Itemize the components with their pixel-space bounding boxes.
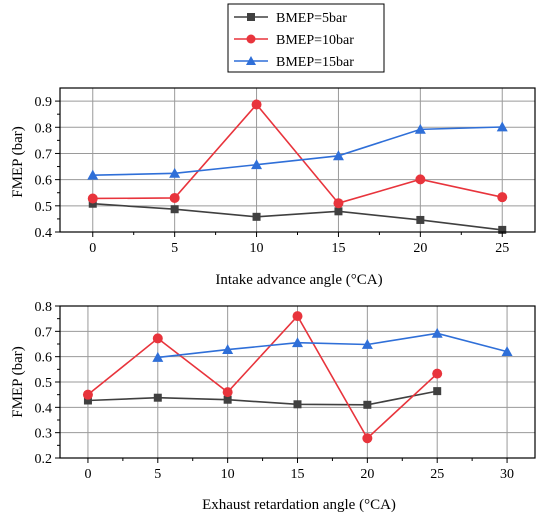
series-bottom bbox=[82, 311, 513, 444]
data-point-bmep-10bar bbox=[169, 192, 180, 203]
data-point-bmep-10bar bbox=[292, 311, 303, 322]
grid-bottom bbox=[60, 305, 535, 459]
legend-label-bmep5: BMEP=5bar bbox=[276, 11, 347, 26]
data-point-bmep-15bar bbox=[222, 344, 234, 354]
y-tick-label: 0.2 bbox=[35, 452, 53, 467]
x-tick-label: 20 bbox=[360, 467, 374, 482]
y-tick-label: 0.9 bbox=[35, 95, 53, 110]
data-point-bmep-10bar bbox=[497, 192, 508, 203]
x-axis-title-bottom: Exhaust retardation angle (°CA) bbox=[202, 497, 396, 513]
legend-marker-triangle bbox=[246, 56, 256, 65]
data-point-bmep-5bar bbox=[363, 400, 372, 409]
x-axis-title-top: Intake advance angle (°CA) bbox=[215, 272, 382, 288]
x-tick-label: 5 bbox=[154, 467, 161, 482]
y-tick-label: 0.3 bbox=[35, 427, 53, 442]
data-point-bmep-5bar bbox=[170, 205, 179, 214]
legend-label-bmep10: BMEP=10bar bbox=[276, 33, 354, 48]
data-point-bmep-15bar bbox=[152, 351, 164, 362]
data-point-bmep-5bar bbox=[498, 225, 507, 234]
legend-entry-bmep5: BMEP=5bar bbox=[234, 11, 347, 26]
data-point-bmep-15bar bbox=[332, 150, 344, 161]
data-point-bmep-15bar bbox=[501, 346, 513, 356]
legend-entry-bmep10: BMEP=10bar bbox=[234, 33, 354, 48]
y-tick-label: 0.6 bbox=[35, 174, 53, 189]
x-tick-label: 5 bbox=[171, 241, 178, 256]
data-point-bmep-5bar bbox=[153, 393, 162, 402]
data-point-bmep-15bar bbox=[87, 169, 99, 180]
x-tick-label: 0 bbox=[84, 467, 91, 482]
y-tick-label: 0.5 bbox=[35, 200, 53, 215]
data-point-bmep-5bar bbox=[252, 212, 261, 221]
x-tick-label: 10 bbox=[250, 241, 264, 256]
x-tick-label: 20 bbox=[413, 241, 427, 256]
chart-exhaust-retardation: 0 5 10 15 20 25 30 0.2 0.3 0.4 0.5 0.6 0.7 0.8 Exhaus… bbox=[10, 300, 536, 513]
data-point-bmep-10bar bbox=[87, 193, 98, 204]
data-point-bmep-15bar bbox=[496, 121, 508, 132]
data-point-bmep-10bar bbox=[333, 198, 344, 209]
x-tick-label: 0 bbox=[89, 241, 96, 256]
data-point-bmep-15bar bbox=[292, 337, 303, 348]
data-point-bmep-5bar bbox=[223, 395, 232, 404]
y-tick-label: 0.4 bbox=[35, 226, 53, 241]
x-tick-label: 25 bbox=[430, 467, 444, 482]
series-line-bmep-15bar bbox=[157, 332, 508, 359]
series-top bbox=[87, 99, 508, 234]
legend-label-bmep15: BMEP=15bar bbox=[276, 55, 354, 70]
data-point-bmep-15bar bbox=[414, 123, 426, 134]
axes-top: 0 5 10 15 20 25 0.4 0.5 0.6 0.7 0.8 0.9 bbox=[35, 87, 536, 256]
x-tick-label: 25 bbox=[495, 241, 509, 256]
x-tick-label: 15 bbox=[291, 467, 305, 482]
data-point-bmep-10bar bbox=[222, 387, 233, 398]
x-tick-label: 10 bbox=[221, 467, 235, 482]
data-point-bmep-15bar bbox=[169, 167, 181, 178]
data-point-bmep-10bar bbox=[82, 389, 93, 400]
data-point-bmep-5bar bbox=[88, 199, 97, 208]
series-line-bmep-15bar bbox=[92, 126, 503, 176]
data-point-bmep-15bar bbox=[251, 159, 263, 170]
data-point-bmep-15bar bbox=[361, 339, 373, 349]
y-tick-label: 0.4 bbox=[35, 401, 53, 416]
y-axis-title-bottom: FMEP (bar) bbox=[10, 346, 26, 418]
data-point-bmep-10bar bbox=[152, 333, 163, 344]
data-point-bmep-10bar bbox=[432, 368, 443, 379]
data-point-bmep-15bar bbox=[431, 327, 443, 338]
series-line-bmep-5bar bbox=[87, 390, 438, 406]
data-point-bmep-5bar bbox=[334, 207, 343, 216]
y-tick-label: 0.5 bbox=[35, 376, 53, 391]
series-line-bmep-5bar bbox=[92, 202, 503, 231]
data-point-bmep-5bar bbox=[83, 396, 92, 405]
legend-entry-bmep15: BMEP=15bar bbox=[234, 55, 354, 70]
y-tick-label: 0.6 bbox=[35, 351, 53, 366]
data-point-bmep-5bar bbox=[293, 400, 302, 409]
series-line-bmep-10bar bbox=[92, 103, 503, 205]
y-tick-label: 0.7 bbox=[35, 325, 53, 340]
y-tick-label: 0.7 bbox=[35, 147, 53, 162]
data-point-bmep-5bar bbox=[433, 387, 442, 396]
legend-marker-square bbox=[247, 13, 255, 21]
y-tick-label: 0.8 bbox=[35, 300, 53, 315]
data-point-bmep-5bar bbox=[416, 215, 425, 224]
axes-bottom: 0 5 10 15 20 25 30 0.2 0.3 0.4 0.5 0.6 0.7 0.8 bbox=[35, 300, 536, 482]
y-tick-label: 0.8 bbox=[35, 121, 53, 136]
y-axis-title-top: FMEP (bar) bbox=[10, 126, 26, 198]
chart-intake-advance: 0 5 10 15 20 25 0.4 0.5 0.6 0.7 0.8 0.9 Intake adva… bbox=[10, 87, 536, 288]
data-point-bmep-10bar bbox=[415, 174, 426, 185]
x-tick-label: 30 bbox=[500, 467, 514, 482]
legend-marker-circle bbox=[246, 34, 256, 44]
data-point-bmep-10bar bbox=[362, 433, 373, 444]
data-point-bmep-10bar bbox=[251, 99, 262, 110]
legend: BMEP=5bar BMEP=10bar BMEP=15bar bbox=[227, 3, 385, 73]
x-tick-label: 15 bbox=[331, 241, 345, 256]
series-line-bmep-10bar bbox=[87, 314, 438, 440]
